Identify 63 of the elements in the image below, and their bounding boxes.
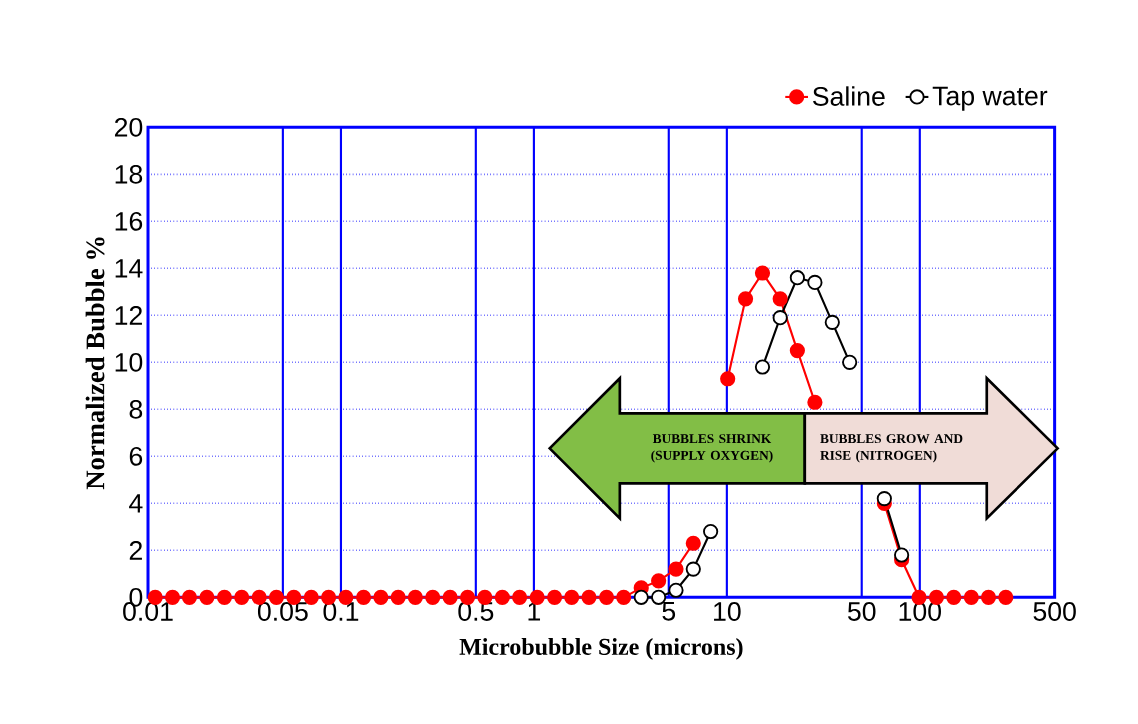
point [668,582,684,598]
point [598,589,615,605]
y-tick-label: 20 [114,117,143,137]
x-tick-label: 0.05 [257,602,308,621]
point [720,371,736,387]
point [876,491,892,507]
point [668,561,684,577]
point [685,535,701,551]
point [824,314,840,330]
y-tick-label: 4 [129,494,143,513]
x-tick-label: 500 [1033,602,1076,621]
point [754,359,771,375]
point [737,291,754,307]
annotation: BUBBLES GROW AND RISE (NITROGEN) [820,434,963,463]
point [546,589,563,605]
point [772,310,788,326]
x-tick-label: 50 [847,602,876,621]
point [633,589,649,605]
legend-label: Tap water [932,86,1048,111]
y-tick-label: 18 [115,164,143,184]
point [807,394,823,410]
point [807,274,823,291]
point [234,589,250,605]
point [685,561,701,577]
point [963,589,979,605]
point [373,589,389,605]
point [181,589,198,605]
point [754,265,771,281]
point [998,589,1014,605]
annotation: BUBBLES SHRINK (SUPPLY OXYGEN) [651,434,773,463]
point [199,589,215,605]
point [789,270,805,286]
point [425,589,441,605]
y-tick-label: 8 [129,399,143,419]
point [894,547,910,563]
legend-label: Saline [812,86,885,106]
point [216,589,233,605]
point [390,589,406,605]
x-axis-title: Microbubble Size (microns) [459,638,743,660]
point [564,589,580,605]
point [616,589,632,605]
y-tick-label: 16 [115,211,143,231]
point [494,589,510,605]
y-tick-label: 6 [129,446,143,466]
point [407,589,423,605]
y-tick-label: 14 [115,259,143,278]
point [772,291,788,307]
x-tick-label: 10 [714,602,741,621]
y-tick-label: 12 [115,306,142,325]
point [529,589,545,605]
point [442,589,458,605]
point [703,523,719,540]
point [946,589,962,605]
point [511,589,528,605]
y-tick-label: 10 [115,352,143,372]
point [980,589,997,605]
point [842,354,858,370]
point [581,589,597,605]
y-tick-label: 2 [129,541,142,560]
y-axis-title: Normalized Bubble % [85,237,105,490]
x-tick-label: 5 [662,602,676,621]
point [789,342,805,359]
point [651,573,667,589]
